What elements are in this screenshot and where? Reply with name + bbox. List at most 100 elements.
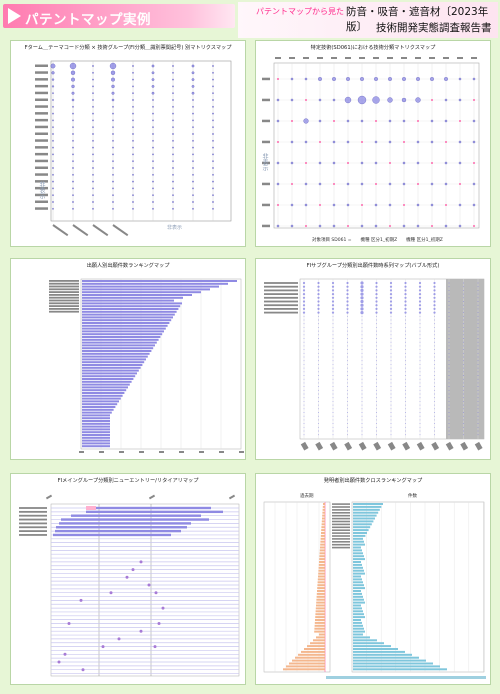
bubble (303, 400, 305, 402)
right-bar (353, 592, 362, 595)
bubble (405, 412, 406, 413)
bubble (291, 183, 293, 185)
bubble (303, 352, 305, 354)
bubble (276, 119, 280, 123)
row-label (35, 105, 48, 108)
bubble (405, 360, 406, 362)
entry-dot (139, 560, 143, 564)
right-bar (353, 581, 363, 584)
bubble (477, 430, 479, 432)
bubble (111, 91, 115, 95)
bubble (303, 118, 309, 124)
bubble (303, 430, 305, 432)
bubble (191, 78, 195, 81)
bubble (418, 307, 422, 310)
bubble (52, 139, 54, 142)
bubble (388, 140, 392, 144)
bubble (361, 363, 363, 365)
bubble (212, 92, 214, 95)
bubble (347, 408, 348, 410)
bubble (303, 319, 305, 321)
bubble (403, 204, 405, 206)
bubble (376, 400, 377, 402)
bubble (477, 397, 479, 399)
bubble (332, 345, 334, 347)
ranking-bar (82, 336, 161, 338)
bubble (448, 423, 450, 425)
bubble (318, 423, 319, 425)
bubble (276, 98, 280, 102)
row-label (19, 526, 47, 529)
inventor-label (332, 514, 350, 517)
applicant-label (49, 302, 79, 305)
ranking-bar (82, 350, 152, 352)
bubble (303, 326, 305, 328)
page-footer (0, 686, 500, 694)
right-bar (353, 653, 412, 656)
x-tick-label (445, 441, 454, 451)
bubble (419, 356, 421, 358)
bubble (477, 415, 479, 417)
bubble (305, 99, 307, 101)
bubble (374, 140, 378, 144)
bubble (52, 92, 54, 95)
x-tick-label (474, 441, 483, 451)
row-label (35, 84, 48, 88)
bubble (376, 323, 377, 325)
bubble (212, 139, 214, 142)
bubble (92, 139, 94, 142)
bubble (72, 201, 74, 203)
bubble (448, 338, 450, 339)
bubble (448, 412, 450, 413)
right-bar (353, 520, 374, 523)
bubble (109, 62, 117, 70)
bubble (405, 319, 406, 321)
bubble (463, 415, 464, 417)
bubble (389, 293, 393, 296)
bubble (347, 338, 348, 339)
bubble (303, 412, 305, 413)
bubble (332, 375, 334, 376)
bubble (389, 307, 393, 310)
bubble (290, 140, 294, 144)
x-tick-label (358, 441, 367, 451)
bubble (477, 345, 479, 347)
bubble (318, 430, 319, 432)
applicant-label (49, 310, 79, 313)
bubble (318, 375, 319, 376)
ranking-bar (82, 428, 110, 431)
left-bar (316, 604, 325, 607)
left-bar (314, 624, 325, 627)
row-label (35, 125, 48, 129)
inventor-label (332, 541, 350, 543)
bubble (463, 326, 464, 328)
bubble (448, 330, 450, 332)
row-label (262, 119, 270, 123)
bubble (402, 77, 406, 81)
bubble (463, 304, 464, 306)
bubble (72, 112, 74, 115)
bubble (277, 204, 279, 206)
right-bar (353, 508, 380, 511)
bubble (477, 419, 479, 421)
bubble (419, 345, 421, 347)
bubble (477, 286, 479, 288)
bubble (376, 352, 377, 354)
bubble (463, 293, 464, 295)
bubble (434, 389, 435, 391)
left-bar (316, 601, 325, 604)
bubble (332, 393, 334, 395)
right-bar (353, 613, 364, 616)
bubble (347, 382, 348, 384)
column-label (373, 57, 379, 59)
row-label (264, 289, 298, 292)
ranking-bar (82, 436, 110, 439)
bubble (404, 307, 407, 310)
bubble (92, 92, 94, 95)
bubble (434, 345, 435, 347)
bubble (151, 64, 155, 68)
bubble (277, 141, 279, 143)
bubble (419, 430, 421, 432)
bubble (448, 297, 450, 299)
bubble (402, 224, 406, 228)
